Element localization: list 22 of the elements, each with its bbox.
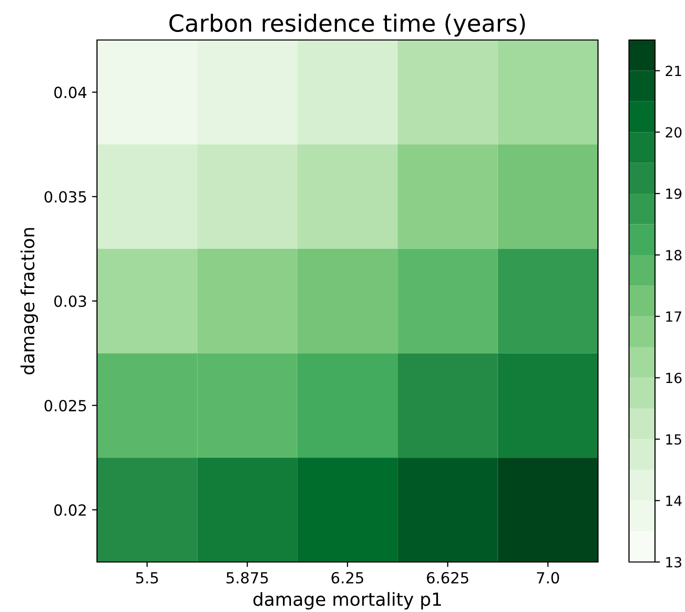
x-tick-label: 7.0	[537, 572, 560, 584]
x-tick-label: 5.5	[136, 572, 158, 584]
y-tick-label: 0.03	[54, 295, 86, 308]
color-bar-label: 15	[666, 434, 682, 445]
x-axis-title: damage mortality p1	[253, 592, 441, 610]
y-tick-label: 0.035	[44, 191, 86, 203]
y-tick-label: 0.025	[44, 400, 86, 412]
chart-title: Carbon residence time (years)	[169, 14, 525, 37]
y-tick-label: 0.02	[54, 504, 86, 516]
color-bar-label: 21	[666, 66, 682, 76]
color-bar-label: 16	[666, 372, 682, 384]
color-bar-label: 17	[666, 312, 682, 322]
y-tick-label: 0.04	[54, 86, 86, 98]
color-bar-label: 19	[666, 188, 682, 200]
x-tick-label: 5.875	[226, 572, 268, 584]
color-bar-label: 14	[666, 496, 682, 506]
x-tick-label: 6.25	[332, 572, 364, 584]
color-bar-label: 18	[666, 250, 682, 260]
color-bar-label: 13	[666, 556, 682, 568]
color-bar-label: 20	[666, 127, 682, 138]
y-axis-title: damage fraction	[20, 228, 38, 374]
x-tick-label: 6.625	[426, 572, 468, 584]
